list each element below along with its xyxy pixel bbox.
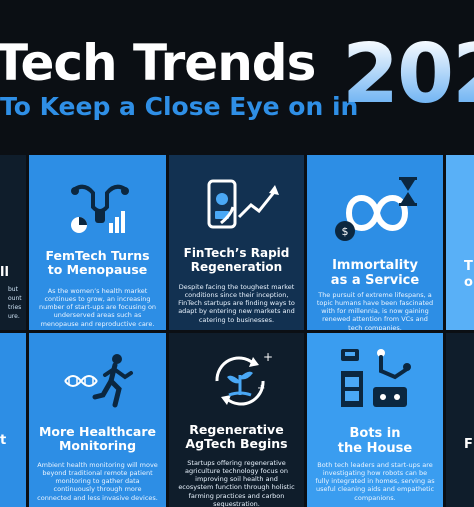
home-robot-icon xyxy=(341,349,411,407)
edge-fragment: o xyxy=(464,275,473,290)
svg-text:$: $ xyxy=(342,225,349,238)
edge-fragment: t xyxy=(0,433,7,448)
page-title: Tech Trends xyxy=(0,34,316,92)
card-bots: Bots in the House Both tech leaders and … xyxy=(307,333,443,507)
card-agtech: + + Regenerative AgTech Begins Startups … xyxy=(169,333,304,507)
card-title: FinTech’s Rapid Regeneration xyxy=(183,246,290,274)
runner-dna-icon xyxy=(64,354,133,408)
edge-text-lines: but ount tries ure. xyxy=(8,286,22,320)
uterus-chart-icon xyxy=(71,184,129,233)
card-title: FemTech Turns to Menopause xyxy=(45,248,150,278)
edge-fragment: ll xyxy=(0,265,9,280)
card-body: Both tech leaders and start-ups are inve… xyxy=(315,461,435,502)
edge-card-right-top: T o xyxy=(446,155,474,330)
phone-growth-icon xyxy=(207,179,279,229)
infinity-hourglass-icon: $ xyxy=(335,177,417,241)
edge-card-left-top: ll but ount tries ure. xyxy=(0,155,26,330)
hero-header: Tech Trends To Keep a Close Eye on in 20… xyxy=(0,0,474,150)
year-heading: 202 xyxy=(342,34,474,116)
card-body: The pursuit of extreme lifespans, a topi… xyxy=(316,291,434,330)
card-body: Despite facing the toughest market condi… xyxy=(178,283,295,324)
edge-fragment: T xyxy=(464,259,473,274)
card-fintech: FinTech’s Rapid Regeneration Despite fac… xyxy=(169,155,304,330)
page-subtitle: To Keep a Close Eye on in xyxy=(0,92,359,121)
svg-text:+: + xyxy=(257,383,265,394)
card-femtech: FemTech Turns to Menopause As the women’… xyxy=(29,155,166,330)
card-body: Startups offering regenerative agricultu… xyxy=(178,459,295,507)
year-gradient-fill xyxy=(342,34,474,124)
edge-card-left-bottom: t xyxy=(0,333,26,507)
card-title: Regenerative AgTech Begins xyxy=(185,422,288,452)
card-body: As the women’s health market continues t… xyxy=(38,287,157,328)
edge-fragment: F xyxy=(464,437,473,452)
card-immortality: $ Immortality as a Service The pursuit o… xyxy=(307,155,443,330)
card-title: Bots in the House xyxy=(337,426,413,456)
card-healthcare: More Healthcare Monitoring Ambient healt… xyxy=(29,333,166,507)
card-title: Immortality as a Service xyxy=(330,258,420,288)
card-title: More Healthcare Monitoring xyxy=(38,424,157,454)
edge-card-right-bottom: F xyxy=(446,333,474,507)
svg-text:+: + xyxy=(263,350,273,364)
card-body: Ambient health monitoring will move beyo… xyxy=(37,461,158,502)
plant-cycle-icon: + + xyxy=(215,350,273,406)
trend-grid: ll but ount tries ure. t FemTech Turns t… xyxy=(0,155,474,507)
